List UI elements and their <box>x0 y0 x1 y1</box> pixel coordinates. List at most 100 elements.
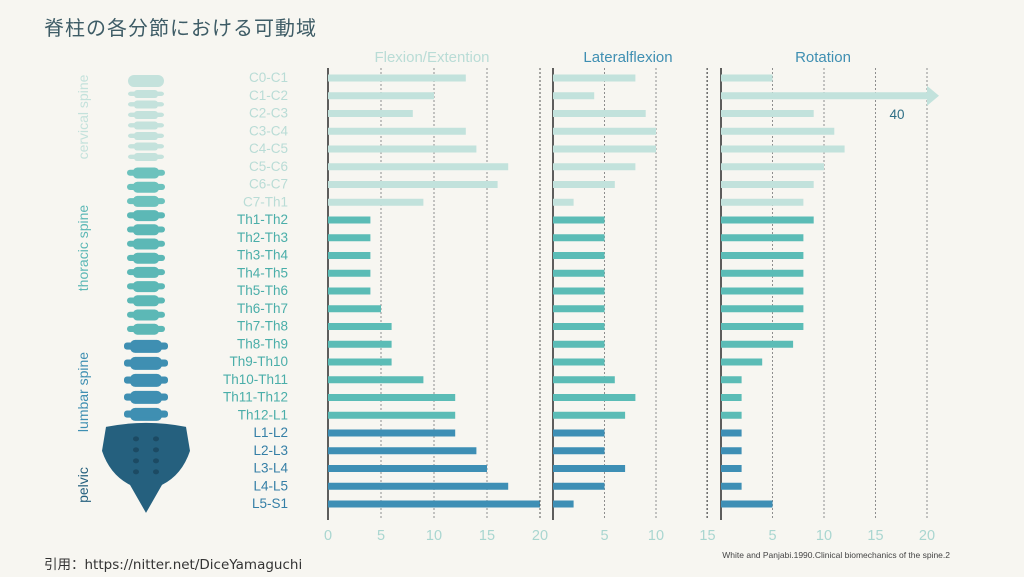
bar <box>553 447 605 455</box>
bar <box>553 358 605 366</box>
vertebra <box>127 181 165 193</box>
vertebra <box>124 407 168 421</box>
bar <box>721 287 804 295</box>
segment-label: C0-C1 <box>249 70 288 85</box>
bar <box>328 411 456 419</box>
panel-title: Flexion/Extention <box>374 49 489 66</box>
segment-label: Th3-Th4 <box>237 248 289 263</box>
bar <box>553 287 605 295</box>
vertebra <box>127 210 165 222</box>
tick-label: 0 <box>324 528 332 544</box>
region-label: cervical spine <box>75 74 91 159</box>
bar <box>553 465 626 472</box>
vertebra <box>128 132 164 140</box>
tick-label: 10 <box>426 528 442 544</box>
tick-label: 10 <box>816 528 832 544</box>
bar <box>328 110 413 117</box>
panel-title: Rotation <box>795 49 851 66</box>
overflow-arrow <box>927 85 939 106</box>
bar <box>328 305 381 313</box>
segment-label: Th6-Th7 <box>237 301 288 316</box>
panel-2: Lateralflexion 5 10 15 <box>539 49 716 544</box>
vertebra <box>128 75 164 87</box>
bar <box>328 465 487 472</box>
region-label: pelvic <box>75 467 91 503</box>
vertebra <box>127 252 165 264</box>
segment-label: C4-C5 <box>249 141 288 156</box>
bar <box>553 198 574 206</box>
segment-label: Th12-L1 <box>238 407 288 422</box>
segment-label: Th10-Th11 <box>223 372 288 387</box>
tick-label: 5 <box>377 528 385 544</box>
tick-label: 5 <box>768 528 776 544</box>
segment-label: C3-C4 <box>249 123 289 138</box>
bar <box>328 181 498 188</box>
vertebra <box>124 373 168 387</box>
segment-label: L5-S1 <box>252 496 288 511</box>
bar <box>553 323 605 330</box>
bar <box>721 198 804 206</box>
segment-label: L2-L3 <box>253 443 288 458</box>
bar <box>721 163 824 171</box>
segment-label: Th11-Th12 <box>223 390 288 405</box>
bar <box>328 234 371 242</box>
bar <box>328 127 466 135</box>
pelvis-hole <box>153 436 159 442</box>
pelvis-hole <box>153 447 159 453</box>
bar <box>721 447 742 455</box>
region-label: thoracic spine <box>75 205 91 292</box>
bar <box>328 323 392 330</box>
vertebra <box>127 309 165 321</box>
vertebra <box>124 339 168 353</box>
segment-label: L3-L4 <box>253 461 288 476</box>
bar <box>721 394 742 401</box>
bar <box>553 74 636 82</box>
panel-title: Lateralflexion <box>583 49 672 66</box>
bar <box>328 198 424 206</box>
vertebra <box>127 224 165 236</box>
bar <box>553 181 615 188</box>
vertebra <box>124 356 168 370</box>
segment-label: L4-L5 <box>253 478 288 493</box>
bar <box>721 252 804 259</box>
spine-illustration <box>102 75 190 513</box>
segment-label: Th8-Th9 <box>237 336 288 351</box>
bar <box>328 358 392 366</box>
bar <box>721 127 835 135</box>
vertebra <box>128 100 164 109</box>
vertebra <box>128 142 164 151</box>
chart-panels: Flexion/Extention 0 5 10 15 20 Lateralflexion 5… <box>324 49 939 544</box>
vertebra <box>128 153 164 161</box>
source-note: White and Panjabi.1990.Clinical biomecha… <box>722 550 950 560</box>
bar <box>721 181 814 188</box>
region-label: lumbar spine <box>75 352 91 432</box>
bar <box>721 110 814 117</box>
tick-label: 10 <box>648 528 664 544</box>
bar <box>553 252 605 259</box>
bar <box>328 252 371 259</box>
pelvis-hole <box>153 458 159 464</box>
segment-label: Th4-Th5 <box>237 265 288 280</box>
region-labels: cervical spine thoracic spine lumbar spine… <box>75 74 91 503</box>
bar <box>328 92 434 100</box>
segment-label: Th5-Th6 <box>237 283 288 298</box>
segment-label: Th1-Th2 <box>237 212 288 227</box>
vertebra <box>124 390 168 404</box>
panel-3: Rotation 40 5 10 15 20 <box>706 49 939 544</box>
bar <box>328 269 371 277</box>
bar <box>721 482 742 490</box>
segment-labels: C0-C1 C1-C2 C2-C3 C3-C4 C4-C5 C5-C6 C6-C7 C7-Th… <box>223 70 289 511</box>
bar <box>721 429 742 437</box>
vertebra <box>127 323 165 335</box>
segment-label: C2-C3 <box>249 106 288 121</box>
segment-label: C6-C7 <box>249 177 288 192</box>
bar <box>328 447 477 455</box>
tick-label: 15 <box>479 528 495 544</box>
bar <box>328 216 371 224</box>
bar <box>553 411 626 419</box>
bar <box>721 465 742 472</box>
bar <box>721 340 794 348</box>
bar <box>721 305 804 313</box>
pelvis-shape <box>102 422 190 513</box>
bar <box>553 394 636 401</box>
